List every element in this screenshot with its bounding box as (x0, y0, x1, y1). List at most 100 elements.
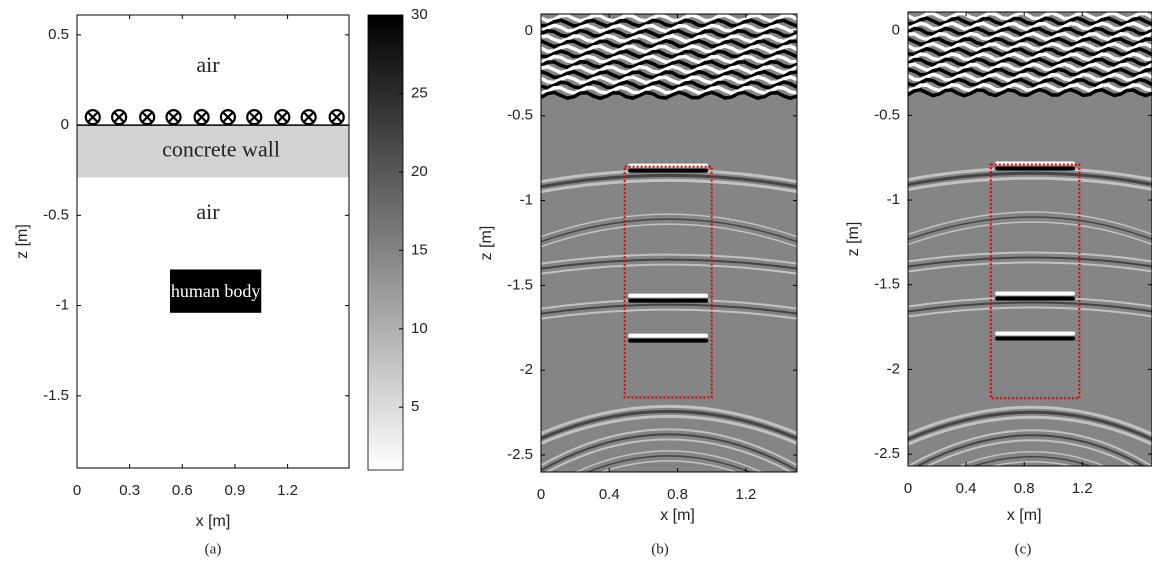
reflection (541, 213, 797, 238)
axes-frame (76, 14, 350, 469)
x-tick-label: 1.2 (735, 486, 756, 503)
antenna-cross (113, 111, 125, 123)
reflection-band (908, 57, 1152, 67)
x-tick-label: 0 (537, 486, 545, 503)
target-box (623, 165, 713, 399)
reflection (541, 433, 797, 472)
reflection-band (541, 90, 797, 101)
reflection-band (908, 36, 1152, 47)
y-tick-label: -0.5 (507, 107, 533, 124)
reflection (908, 211, 1152, 236)
reflection (574, 450, 763, 472)
reflection-band (541, 69, 797, 80)
antenna (246, 109, 263, 126)
reflection-band (541, 59, 797, 70)
x-axis-label: x [m] (660, 507, 695, 524)
reflection (908, 261, 1152, 273)
y-tick-label: 0.5 (48, 26, 69, 43)
axes-frame (540, 13, 798, 473)
annotation: concrete wall (162, 136, 280, 161)
reflection (908, 415, 1152, 446)
target-echo (628, 333, 709, 338)
reflection (541, 303, 797, 315)
target-echo (995, 336, 1076, 341)
reflection-band (908, 31, 1152, 42)
reflection-band (541, 44, 797, 54)
antenna (328, 109, 345, 126)
antenna (219, 109, 237, 126)
colorbar (367, 14, 404, 471)
reflection-band (908, 26, 1152, 37)
target-echo (628, 338, 709, 343)
reflection-band (908, 21, 1152, 32)
x-tick-label: 0 (73, 482, 81, 499)
y-axis-label: z [m] (14, 224, 31, 259)
x-axis-label: x [m] (1007, 507, 1042, 524)
target-echo (995, 291, 1076, 296)
reflection-band (541, 18, 797, 28)
y-tick-label: 0 (525, 22, 533, 39)
reflection-band (541, 64, 797, 75)
x-tick-label: 0 (904, 480, 912, 497)
antenna (300, 109, 317, 126)
reflection-band (908, 87, 1152, 98)
reflection-band (541, 74, 797, 85)
reflection-band (541, 38, 797, 49)
reflection-band (908, 52, 1152, 62)
target-echo (628, 293, 709, 298)
reflection-band (541, 80, 797, 90)
x-tick-label: 1.2 (1072, 480, 1093, 497)
x-tick-label: 0.6 (172, 482, 193, 499)
reflection (908, 216, 1152, 241)
y-tick-label: 0 (61, 116, 69, 133)
antenna (84, 109, 101, 126)
reflection (541, 258, 797, 270)
axes-frame (907, 11, 1152, 467)
reflection-band (541, 85, 797, 95)
annotation: air (196, 199, 220, 224)
x-tick-label: 0.8 (667, 486, 688, 503)
target-echo (995, 331, 1076, 336)
reflection (925, 439, 1136, 466)
antenna-cross (276, 111, 288, 123)
reflection (541, 253, 797, 265)
y-tick-label: -1 (887, 191, 900, 208)
reflection (908, 306, 1152, 318)
y-tick-label: -1.5 (874, 276, 900, 293)
y-tick-label: 0 (892, 22, 900, 39)
reflection (541, 409, 797, 440)
annotation: human body (170, 281, 261, 302)
reflection-band (541, 23, 797, 34)
colorbar-tick-label: 20 (411, 163, 428, 180)
x-axis-label: x [m] (196, 513, 231, 530)
reflection (908, 221, 1152, 246)
target-echo (995, 296, 1076, 301)
reflection (957, 451, 1106, 466)
reflection (908, 251, 1152, 263)
antenna (111, 109, 128, 126)
reflection-band (541, 33, 797, 44)
y-tick-label: -2.5 (507, 446, 533, 463)
reflection-band (908, 12, 1152, 21)
y-tick-label: -0.5 (43, 206, 69, 223)
reflection (908, 256, 1152, 268)
x-tick-label: 0.4 (956, 480, 977, 497)
antenna-cross (87, 111, 99, 123)
reflection (541, 428, 797, 467)
colorbar-tick-label: 15 (411, 241, 428, 258)
colorbar-tick-label: 30 (411, 6, 428, 23)
y-axis-label: z [m] (845, 222, 862, 257)
reflection (541, 308, 797, 320)
reflection (541, 263, 797, 275)
antenna-cross (331, 111, 343, 123)
y-tick-label: -1.5 (43, 387, 69, 404)
target-box (989, 163, 1081, 400)
reflection-band (908, 67, 1152, 78)
image (541, 14, 797, 472)
reflection-band (541, 14, 797, 23)
y-tick-label: -0.5 (874, 106, 900, 123)
reflection (908, 176, 1152, 191)
antenna (274, 109, 291, 126)
reflection (989, 461, 1075, 466)
colorbar-tick-label: 10 (411, 320, 428, 337)
